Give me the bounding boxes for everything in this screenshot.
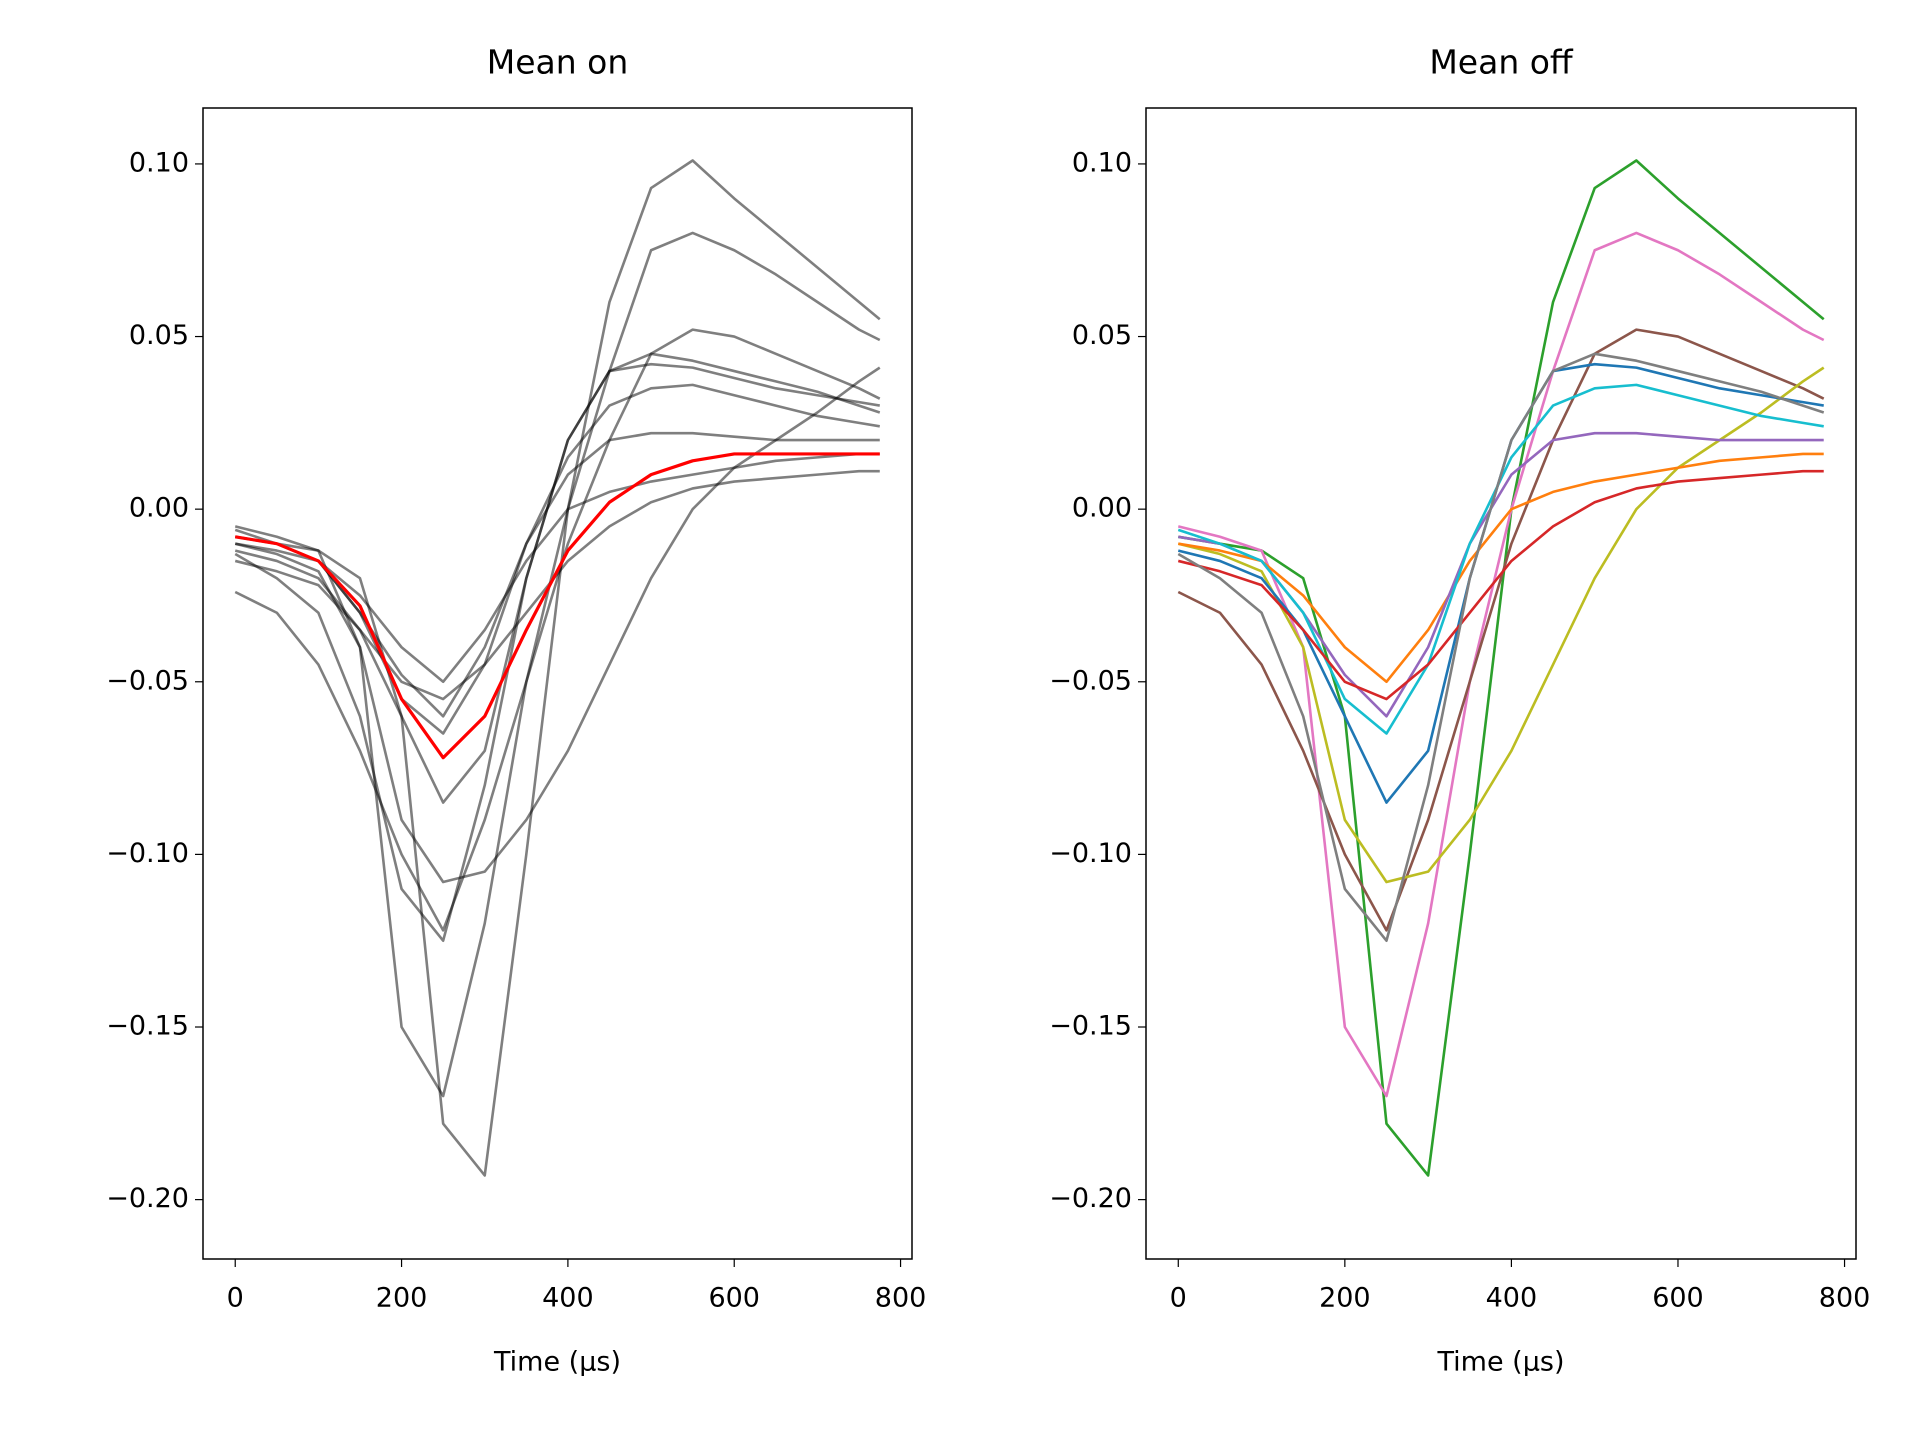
trace-line	[234, 469, 880, 701]
trace-line	[1177, 469, 1824, 701]
x-tick-label: 400	[1486, 1283, 1538, 1314]
subplot: Mean off Time (μs) 0 200 400 600 800 −0.20 −0.15…	[1049, 43, 1870, 1378]
trace-line	[235, 159, 881, 1177]
x-axis-label: Time (μs)	[1437, 1347, 1565, 1378]
x-tick-label: 400	[542, 1283, 594, 1314]
trace-line	[1177, 366, 1825, 884]
chart-title: Mean off	[1429, 43, 1574, 82]
x-tick-label: 0	[227, 1283, 244, 1314]
chart-title: Mean on	[487, 43, 629, 82]
trace-line	[234, 328, 881, 932]
x-axis-label: Time (μs)	[493, 1347, 621, 1378]
x-tick-label: 800	[875, 1283, 927, 1314]
trace-line	[234, 352, 881, 942]
trace-line	[1178, 452, 1824, 684]
y-tick-label: 0.10	[129, 147, 189, 178]
trace-line	[1177, 352, 1825, 942]
trace-line	[1177, 328, 1825, 932]
trace-line	[234, 231, 881, 1098]
x-tick-label: 0	[1170, 1283, 1187, 1314]
y-tick-label: −0.15	[1049, 1011, 1132, 1042]
trace-line	[1177, 231, 1825, 1098]
y-tick-label: 0.00	[129, 493, 189, 524]
x-tick-label: 600	[708, 1283, 760, 1314]
y-tick-label: 0.05	[129, 320, 189, 351]
y-tick-label: 0.05	[1072, 320, 1132, 351]
trace-line	[234, 383, 880, 735]
trace-line	[1178, 159, 1825, 1177]
y-tick-label: −0.20	[1049, 1183, 1132, 1214]
x-tick-label: 200	[376, 1283, 428, 1314]
x-tick-label: 800	[1819, 1283, 1871, 1314]
y-tick-label: −0.15	[106, 1011, 189, 1042]
trace-line	[235, 452, 880, 684]
x-tick-label: 600	[1652, 1283, 1704, 1314]
trace-line	[1177, 383, 1824, 735]
trace-line	[234, 366, 881, 884]
x-tick-label: 200	[1319, 1283, 1371, 1314]
axes-frame	[202, 107, 913, 1260]
y-tick-label: −0.05	[1049, 665, 1132, 696]
y-tick-label: 0.10	[1072, 147, 1132, 178]
y-tick-label: −0.10	[106, 838, 189, 869]
y-tick-label: −0.10	[1049, 838, 1132, 869]
mean-line	[234, 452, 880, 760]
subplot: Mean on Time (μs) 0 200 400 600 800 −0.20 −0.15 −…	[106, 43, 926, 1378]
y-tick-label: −0.05	[106, 665, 189, 696]
y-tick-label: −0.20	[106, 1183, 189, 1214]
y-tick-label: 0.00	[1072, 493, 1132, 524]
axes-frame	[1145, 107, 1857, 1260]
